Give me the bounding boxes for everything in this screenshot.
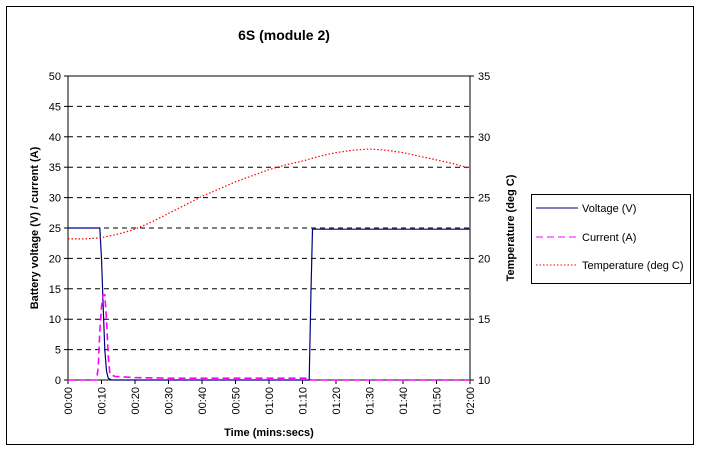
y-tick-label: 20 [49,253,61,265]
x-tick-label: 01:50 [432,387,444,415]
y2-tick-label: 25 [478,193,490,205]
legend-label-current: Current (A) [582,232,636,244]
y-tick-label: 45 [49,101,61,113]
x-tick-label: 02:00 [465,387,477,415]
legend-item-temperature: Temperature (deg C) [536,260,684,272]
y-tick-label: 35 [49,162,61,174]
series-line-current [68,294,470,381]
y2-axis: 10 15 20 25 30 35 [470,71,490,387]
legend-label-voltage: Voltage (V) [582,203,636,215]
x-tick-label: 01:10 [298,387,310,415]
x-tick-label: 00:40 [197,387,209,415]
gridlines [68,105,470,351]
y-tick-label: 25 [49,223,61,235]
y-axis: 0 5 10 15 20 25 30 35 40 45 50 [49,71,68,387]
y-tick-label: 5 [55,345,61,357]
y-tick-label: 15 [49,284,61,296]
y-tick-label: 30 [49,193,61,205]
x-tick-label: 01:20 [331,387,343,415]
x-tick-label: 01:00 [264,387,276,415]
legend: Voltage (V) Current (A) Temperature (deg… [531,194,691,284]
x-tick-label: 00:20 [130,387,142,415]
x-tick-label: 00:10 [97,387,109,415]
y2-tick-label: 20 [478,253,490,265]
legend-item-current: Current (A) [536,232,636,244]
series-line-temperature [68,148,471,240]
x-tick-label: 00:50 [231,387,243,415]
series-line-voltage [68,227,470,381]
y-tick-label: 0 [55,375,61,387]
legend-label-temperature: Temperature (deg C) [582,260,684,272]
x-axis-label: Time (mins:secs) [224,427,314,439]
series [68,148,471,381]
y-axis-label: Battery voltage (V) / current (A) [29,146,41,309]
y2-axis-label: Temperature (deg C) [505,174,517,281]
y2-tick-label: 15 [478,314,490,326]
x-tick-label: 01:40 [398,387,410,415]
x-tick-label: 01:30 [365,387,377,415]
y-tick-label: 40 [49,132,61,144]
y2-tick-label: 30 [478,132,490,144]
chart-title: 6S (module 2) [238,27,330,43]
y-tick-label: 10 [49,314,61,326]
y-tick-label: 50 [49,71,61,83]
y2-tick-label: 10 [478,375,490,387]
y2-tick-label: 35 [478,71,490,83]
x-axis: 00:00 00:10 00:20 00:30 00:40 00:50 01:00 01:10… [63,380,477,415]
legend-item-voltage: Voltage (V) [536,203,636,215]
x-tick-label: 00:00 [63,387,75,415]
x-tick-label: 00:30 [164,387,176,415]
